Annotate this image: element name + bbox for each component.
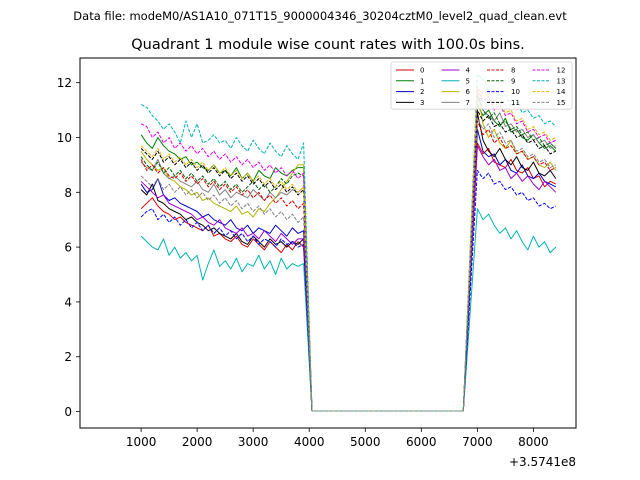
series-line-7 <box>140 95 557 412</box>
legend-label-12: 12 <box>557 67 566 75</box>
legend-label-1: 1 <box>420 77 424 85</box>
series-line-3 <box>140 112 557 412</box>
legend-box <box>390 61 573 110</box>
x-tick-label: 8000 <box>518 435 549 449</box>
plot-frame <box>79 57 577 429</box>
legend-label-3: 3 <box>420 99 424 107</box>
y-tick-label: 2 <box>64 350 72 364</box>
x-tick-label: 6000 <box>406 435 437 449</box>
legend-label-6: 6 <box>466 88 471 96</box>
series-line-10 <box>140 169 557 412</box>
series-line-2 <box>140 128 557 412</box>
legend-label-13: 13 <box>557 77 566 85</box>
y-tick-label: 10 <box>57 131 72 145</box>
x-tick-label: 2000 <box>182 435 213 449</box>
y-tick-label: 8 <box>64 186 72 200</box>
y-axis: 0 2 4 6 8 10 12 <box>57 76 80 419</box>
legend-label-14: 14 <box>557 88 566 96</box>
series-line-12 <box>140 87 557 412</box>
chart-title: Quadrant 1 module wise count rates with … <box>131 37 525 53</box>
legend-label-10: 10 <box>511 88 520 96</box>
y-tick-label: 4 <box>64 295 72 309</box>
x-tick-label: 1000 <box>126 435 157 449</box>
legend-label-5: 5 <box>466 77 470 85</box>
legend-label-15: 15 <box>557 99 566 107</box>
legend-label-4: 4 <box>466 67 471 75</box>
legend-label-9: 9 <box>511 77 515 85</box>
x-tick-label: 3000 <box>238 435 269 449</box>
series-line-11 <box>140 109 557 412</box>
x-tick-label: 7000 <box>462 435 493 449</box>
series-line-8 <box>140 120 557 412</box>
legend-label-7: 7 <box>466 99 470 107</box>
y-tick-label: 12 <box>57 76 72 90</box>
series-line-15 <box>140 117 557 412</box>
series-line-4 <box>140 145 557 412</box>
legend-label-0: 0 <box>420 67 424 75</box>
x-offset-label: +3.5741e8 <box>509 455 576 469</box>
x-tick-label: 5000 <box>350 435 381 449</box>
legend-label-11: 11 <box>511 99 520 107</box>
series-line-1 <box>140 104 557 412</box>
legend-label-8: 8 <box>511 67 515 75</box>
legend-label-2: 2 <box>420 88 424 96</box>
y-tick-label: 6 <box>64 241 72 255</box>
y-tick-label: 0 <box>64 405 72 419</box>
figure-suptitle: Data file: modeM0/AS1A10_071T15_90000043… <box>73 9 567 23</box>
plot-area <box>140 73 557 412</box>
series-line-5 <box>140 208 557 412</box>
series-line-14 <box>140 84 557 412</box>
series-line-13 <box>140 73 557 412</box>
x-tick-label: 4000 <box>294 435 325 449</box>
x-axis: 1000 2000 3000 4000 5000 6000 7000 8000 <box>126 428 549 449</box>
series-line-6 <box>140 90 557 412</box>
